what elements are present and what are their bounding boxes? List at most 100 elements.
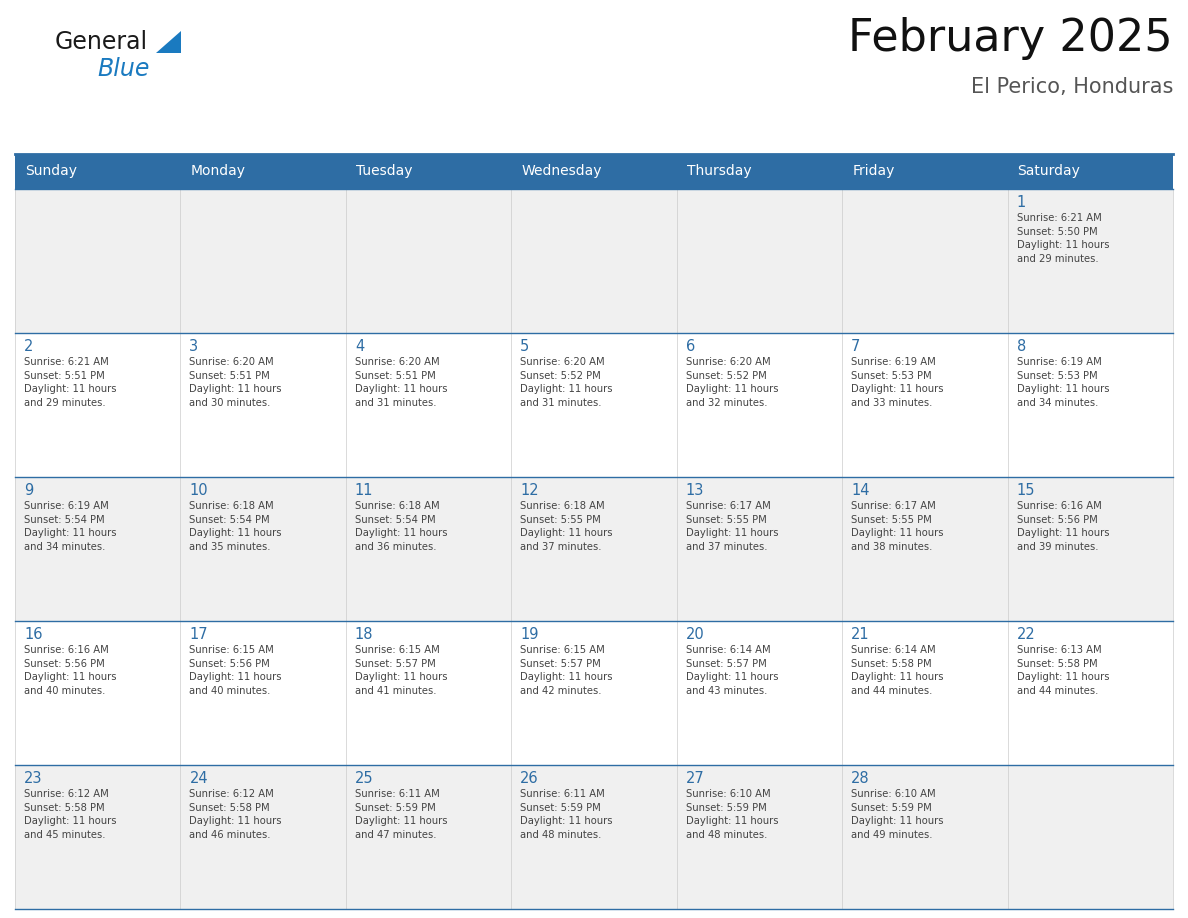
Text: Sunrise: 6:18 AM
Sunset: 5:55 PM
Daylight: 11 hours
and 37 minutes.: Sunrise: 6:18 AM Sunset: 5:55 PM Dayligh…: [520, 501, 613, 552]
Text: Sunrise: 6:20 AM
Sunset: 5:51 PM
Daylight: 11 hours
and 30 minutes.: Sunrise: 6:20 AM Sunset: 5:51 PM Dayligh…: [189, 357, 282, 408]
Text: Friday: Friday: [852, 164, 895, 178]
Text: El Perico, Honduras: El Perico, Honduras: [971, 77, 1173, 97]
Bar: [842, 333, 1007, 477]
Text: 22: 22: [1017, 627, 1035, 642]
Bar: [346, 765, 511, 909]
Bar: [15, 333, 181, 477]
Text: Sunrise: 6:14 AM
Sunset: 5:58 PM
Daylight: 11 hours
and 44 minutes.: Sunrise: 6:14 AM Sunset: 5:58 PM Dayligh…: [851, 645, 943, 696]
Text: Sunrise: 6:18 AM
Sunset: 5:54 PM
Daylight: 11 hours
and 35 minutes.: Sunrise: 6:18 AM Sunset: 5:54 PM Dayligh…: [189, 501, 282, 552]
Bar: [181, 621, 346, 765]
Bar: [677, 477, 842, 621]
Text: Sunrise: 6:11 AM
Sunset: 5:59 PM
Daylight: 11 hours
and 47 minutes.: Sunrise: 6:11 AM Sunset: 5:59 PM Dayligh…: [355, 789, 448, 840]
Text: 10: 10: [189, 483, 208, 498]
Bar: [15, 477, 181, 621]
Bar: [842, 765, 1007, 909]
Bar: [842, 621, 1007, 765]
Text: Sunrise: 6:19 AM
Sunset: 5:54 PM
Daylight: 11 hours
and 34 minutes.: Sunrise: 6:19 AM Sunset: 5:54 PM Dayligh…: [24, 501, 116, 552]
Bar: [511, 621, 677, 765]
Text: Saturday: Saturday: [1018, 164, 1080, 178]
Text: 21: 21: [851, 627, 870, 642]
Text: Sunrise: 6:17 AM
Sunset: 5:55 PM
Daylight: 11 hours
and 38 minutes.: Sunrise: 6:17 AM Sunset: 5:55 PM Dayligh…: [851, 501, 943, 552]
Text: 13: 13: [685, 483, 704, 498]
Bar: [1007, 333, 1173, 477]
Bar: [346, 333, 511, 477]
Bar: [1007, 189, 1173, 333]
Text: 1: 1: [1017, 195, 1025, 210]
Text: 14: 14: [851, 483, 870, 498]
Text: 4: 4: [355, 339, 364, 354]
Text: Sunrise: 6:12 AM
Sunset: 5:58 PM
Daylight: 11 hours
and 45 minutes.: Sunrise: 6:12 AM Sunset: 5:58 PM Dayligh…: [24, 789, 116, 840]
Bar: [346, 477, 511, 621]
Text: 11: 11: [355, 483, 373, 498]
Bar: [181, 189, 346, 333]
Bar: [181, 765, 346, 909]
Bar: [15, 765, 181, 909]
Text: Sunrise: 6:15 AM
Sunset: 5:57 PM
Daylight: 11 hours
and 41 minutes.: Sunrise: 6:15 AM Sunset: 5:57 PM Dayligh…: [355, 645, 448, 696]
Text: Sunrise: 6:13 AM
Sunset: 5:58 PM
Daylight: 11 hours
and 44 minutes.: Sunrise: 6:13 AM Sunset: 5:58 PM Dayligh…: [1017, 645, 1110, 696]
Text: 17: 17: [189, 627, 208, 642]
Text: Sunrise: 6:15 AM
Sunset: 5:56 PM
Daylight: 11 hours
and 40 minutes.: Sunrise: 6:15 AM Sunset: 5:56 PM Dayligh…: [189, 645, 282, 696]
Text: Sunrise: 6:10 AM
Sunset: 5:59 PM
Daylight: 11 hours
and 48 minutes.: Sunrise: 6:10 AM Sunset: 5:59 PM Dayligh…: [685, 789, 778, 840]
Text: Sunrise: 6:12 AM
Sunset: 5:58 PM
Daylight: 11 hours
and 46 minutes.: Sunrise: 6:12 AM Sunset: 5:58 PM Dayligh…: [189, 789, 282, 840]
Text: February 2025: February 2025: [848, 17, 1173, 60]
Text: 7: 7: [851, 339, 860, 354]
Text: Sunrise: 6:18 AM
Sunset: 5:54 PM
Daylight: 11 hours
and 36 minutes.: Sunrise: 6:18 AM Sunset: 5:54 PM Dayligh…: [355, 501, 448, 552]
Text: Sunrise: 6:15 AM
Sunset: 5:57 PM
Daylight: 11 hours
and 42 minutes.: Sunrise: 6:15 AM Sunset: 5:57 PM Dayligh…: [520, 645, 613, 696]
Bar: [181, 333, 346, 477]
Text: Sunrise: 6:19 AM
Sunset: 5:53 PM
Daylight: 11 hours
and 34 minutes.: Sunrise: 6:19 AM Sunset: 5:53 PM Dayligh…: [1017, 357, 1110, 408]
Bar: [677, 333, 842, 477]
Text: 26: 26: [520, 771, 539, 786]
Bar: [346, 621, 511, 765]
Polygon shape: [156, 31, 181, 53]
Text: Sunday: Sunday: [25, 164, 77, 178]
Text: 9: 9: [24, 483, 33, 498]
Text: 2: 2: [24, 339, 33, 354]
Bar: [677, 189, 842, 333]
Bar: [1007, 477, 1173, 621]
Text: Sunrise: 6:21 AM
Sunset: 5:50 PM
Daylight: 11 hours
and 29 minutes.: Sunrise: 6:21 AM Sunset: 5:50 PM Dayligh…: [1017, 213, 1110, 263]
Bar: [181, 477, 346, 621]
Text: Sunrise: 6:20 AM
Sunset: 5:51 PM
Daylight: 11 hours
and 31 minutes.: Sunrise: 6:20 AM Sunset: 5:51 PM Dayligh…: [355, 357, 448, 408]
Bar: [511, 189, 677, 333]
Text: Sunrise: 6:11 AM
Sunset: 5:59 PM
Daylight: 11 hours
and 48 minutes.: Sunrise: 6:11 AM Sunset: 5:59 PM Dayligh…: [520, 789, 613, 840]
Text: Sunrise: 6:19 AM
Sunset: 5:53 PM
Daylight: 11 hours
and 33 minutes.: Sunrise: 6:19 AM Sunset: 5:53 PM Dayligh…: [851, 357, 943, 408]
Bar: [511, 333, 677, 477]
Text: 12: 12: [520, 483, 539, 498]
Text: Sunrise: 6:16 AM
Sunset: 5:56 PM
Daylight: 11 hours
and 39 minutes.: Sunrise: 6:16 AM Sunset: 5:56 PM Dayligh…: [1017, 501, 1110, 552]
Bar: [15, 154, 1173, 189]
Text: 19: 19: [520, 627, 539, 642]
Text: 15: 15: [1017, 483, 1035, 498]
Text: 5: 5: [520, 339, 530, 354]
Text: 23: 23: [24, 771, 43, 786]
Text: Tuesday: Tuesday: [356, 164, 412, 178]
Text: 3: 3: [189, 339, 198, 354]
Bar: [511, 477, 677, 621]
Bar: [1007, 621, 1173, 765]
Text: Sunrise: 6:14 AM
Sunset: 5:57 PM
Daylight: 11 hours
and 43 minutes.: Sunrise: 6:14 AM Sunset: 5:57 PM Dayligh…: [685, 645, 778, 696]
Bar: [511, 765, 677, 909]
Text: Sunrise: 6:10 AM
Sunset: 5:59 PM
Daylight: 11 hours
and 49 minutes.: Sunrise: 6:10 AM Sunset: 5:59 PM Dayligh…: [851, 789, 943, 840]
Text: General: General: [55, 30, 148, 54]
Bar: [677, 765, 842, 909]
Text: 20: 20: [685, 627, 704, 642]
Text: Sunrise: 6:16 AM
Sunset: 5:56 PM
Daylight: 11 hours
and 40 minutes.: Sunrise: 6:16 AM Sunset: 5:56 PM Dayligh…: [24, 645, 116, 696]
Text: Wednesday: Wednesday: [522, 164, 602, 178]
Text: 6: 6: [685, 339, 695, 354]
Bar: [842, 189, 1007, 333]
Text: Sunrise: 6:17 AM
Sunset: 5:55 PM
Daylight: 11 hours
and 37 minutes.: Sunrise: 6:17 AM Sunset: 5:55 PM Dayligh…: [685, 501, 778, 552]
Bar: [15, 621, 181, 765]
Text: Blue: Blue: [97, 57, 150, 81]
Text: 28: 28: [851, 771, 870, 786]
Text: Sunrise: 6:20 AM
Sunset: 5:52 PM
Daylight: 11 hours
and 31 minutes.: Sunrise: 6:20 AM Sunset: 5:52 PM Dayligh…: [520, 357, 613, 408]
Text: 18: 18: [355, 627, 373, 642]
Text: Sunrise: 6:20 AM
Sunset: 5:52 PM
Daylight: 11 hours
and 32 minutes.: Sunrise: 6:20 AM Sunset: 5:52 PM Dayligh…: [685, 357, 778, 408]
Text: Sunrise: 6:21 AM
Sunset: 5:51 PM
Daylight: 11 hours
and 29 minutes.: Sunrise: 6:21 AM Sunset: 5:51 PM Dayligh…: [24, 357, 116, 408]
Bar: [1007, 765, 1173, 909]
Bar: [677, 621, 842, 765]
Bar: [346, 189, 511, 333]
Text: 27: 27: [685, 771, 704, 786]
Text: 8: 8: [1017, 339, 1025, 354]
Text: Thursday: Thursday: [687, 164, 751, 178]
Text: 24: 24: [189, 771, 208, 786]
Text: 16: 16: [24, 627, 43, 642]
